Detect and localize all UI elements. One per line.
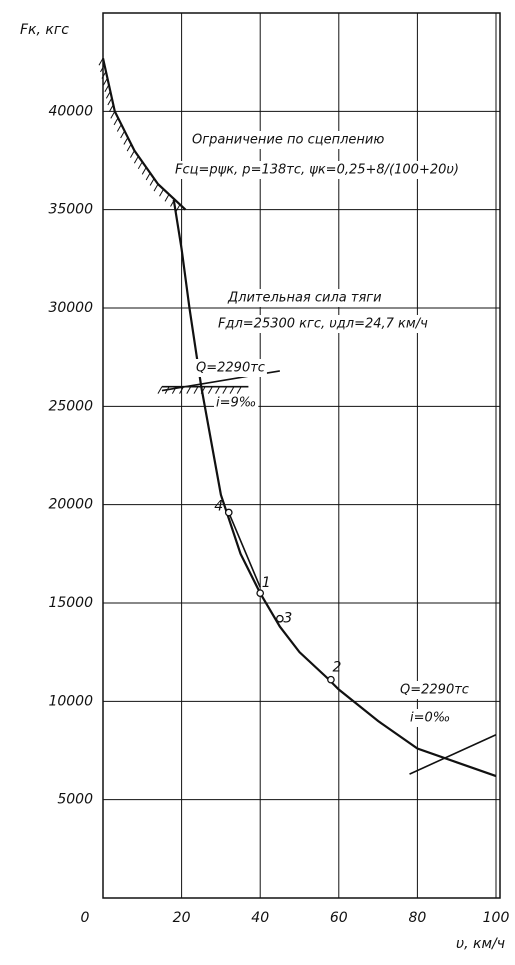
point [224, 508, 233, 517]
annotation: i=9‰ [216, 396, 256, 411]
annotation-bg [214, 394, 259, 412]
hatch [116, 124, 122, 132]
hatch [222, 386, 228, 394]
y-tick-label: 35000 [48, 202, 93, 218]
annotation: Ограничение по сцеплению [192, 133, 384, 148]
hatch [207, 386, 213, 394]
annotation-bg [190, 131, 387, 149]
x-tick-label: 0 [81, 910, 90, 926]
annotation-bg [216, 315, 430, 333]
annotation-bg [408, 709, 453, 727]
y-tick-label: 5000 [57, 792, 93, 808]
curve [409, 734, 497, 775]
hatch [105, 91, 111, 99]
x-tick-label: 100 [483, 910, 510, 926]
hatch [100, 64, 105, 73]
hatch [157, 386, 163, 394]
hatch [108, 104, 114, 112]
y-tick-label: 25000 [48, 398, 93, 414]
annotation: Длительная сила тяги [227, 291, 382, 306]
annotation: Q=2290тс [196, 361, 265, 376]
hatch [120, 130, 126, 139]
hatch [110, 111, 116, 119]
hatch [113, 117, 119, 126]
hatch [186, 386, 192, 394]
hatch [171, 386, 177, 394]
hatch [179, 386, 184, 394]
hatch [164, 194, 170, 202]
y-tick-label: 40000 [48, 103, 93, 119]
hatch [149, 178, 155, 186]
hatch [200, 386, 206, 394]
hatch [164, 386, 170, 394]
x-tick-label: 20 [173, 910, 191, 926]
hatch [123, 137, 129, 145]
y-tick-label: 10000 [48, 693, 93, 709]
annotation-bg [398, 681, 471, 699]
y-tick-label: 20000 [48, 497, 93, 513]
hatch [145, 172, 151, 181]
hatch [236, 386, 242, 394]
point-label: 1 [262, 575, 271, 591]
curve [101, 57, 187, 211]
hatch [170, 199, 175, 207]
curve [172, 199, 497, 778]
hatch [153, 183, 159, 192]
point-label: 4 [214, 499, 223, 515]
annotation-bg [173, 161, 461, 179]
plot-frame [102, 12, 501, 899]
curve [228, 512, 261, 588]
annotation: Fдл=25300 кгс, υдл=24,7 км/ч [218, 317, 428, 332]
hatch [130, 150, 135, 158]
hatch [141, 167, 147, 175]
annotation: Fсц=pψк, p=138тс, ψк=0,25+8/(100+20υ) [175, 163, 459, 178]
hatch [101, 71, 107, 79]
hatch [133, 155, 139, 164]
x-tick-label: 60 [330, 910, 348, 926]
annotation: Q=2290тс [400, 683, 469, 698]
y-tick-label: 15000 [48, 595, 93, 611]
hatch [98, 57, 104, 66]
hatch [104, 84, 110, 93]
hatch [102, 77, 108, 86]
hatch [175, 204, 181, 212]
hatch [107, 97, 113, 106]
y-axis-title: Fк, кгс [20, 22, 69, 38]
point-label: 2 [332, 660, 341, 676]
point-label: 3 [283, 611, 292, 627]
hatch [126, 143, 132, 152]
annotation: i=0‰ [410, 711, 450, 726]
x-axis-title: υ, км/ч [456, 936, 505, 952]
hatch [229, 386, 235, 394]
hatch [215, 386, 221, 394]
hatch [137, 161, 143, 170]
point [256, 589, 265, 598]
annotation-bg [226, 289, 384, 307]
point [327, 675, 335, 684]
y-tick-label: 30000 [48, 300, 93, 316]
x-tick-label: 40 [251, 910, 269, 926]
point [275, 614, 284, 623]
annotation-bg [194, 359, 267, 377]
hatch [159, 188, 164, 197]
hatch [193, 386, 199, 394]
x-tick-label: 80 [408, 910, 426, 926]
